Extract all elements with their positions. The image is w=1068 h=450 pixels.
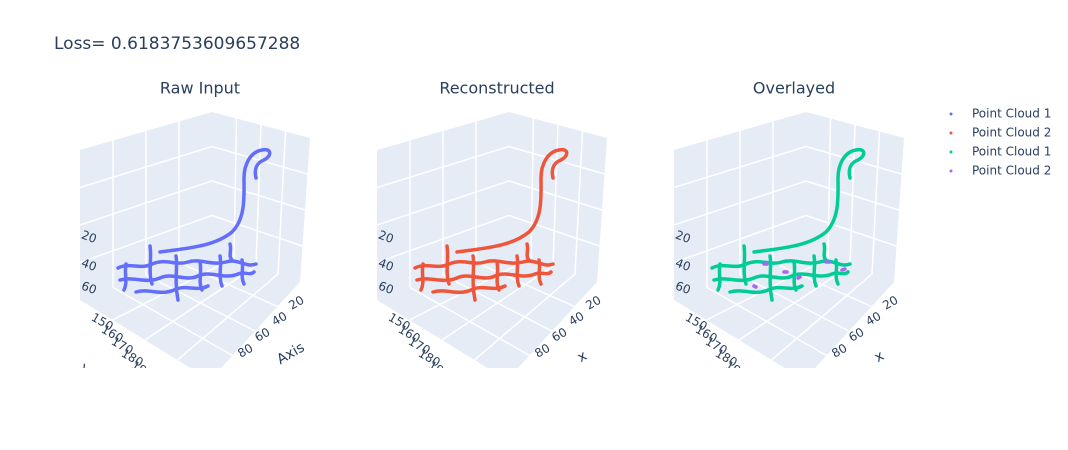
x-tick-label: 20 (880, 293, 900, 313)
point-cloud (716, 242, 828, 292)
legend-label: Point Cloud 2 (972, 164, 1051, 178)
figure-title: Loss= 0.6183753609657288 (54, 34, 300, 54)
z-tick-label: 40 (79, 256, 98, 274)
y-axis-title: Y (74, 361, 92, 380)
point-cloud (148, 244, 246, 302)
pane-grid (508, 214, 600, 247)
scene-body: 20406015016017018019020406080x (673, 112, 904, 382)
pane-grid (277, 131, 287, 275)
scene-body: 20406015016017018019020406080AxisY (74, 112, 310, 382)
x-tick-label: 60 (846, 325, 866, 345)
pane-grid (771, 273, 873, 361)
z-tick-label: 60 (673, 279, 692, 297)
pane-grid (574, 131, 584, 275)
pane-grid (805, 214, 897, 247)
pane-grid (474, 273, 576, 361)
point-cloud (445, 244, 543, 302)
scene: 20406015016017018019020406080AxisYRaw In… (74, 79, 310, 382)
pane-grid (79, 180, 213, 226)
y-tick-label: 190 (426, 358, 453, 382)
point-cloud (742, 244, 840, 302)
scene: 20406015016017018019020406080xReconstruc… (376, 79, 607, 382)
legend-label: Point Cloud 2 (972, 126, 1051, 140)
pane-grid (112, 286, 233, 357)
x-tick-label: 20 (286, 293, 306, 313)
pane-grid (211, 180, 306, 211)
x-tick-label: 20 (583, 293, 603, 313)
z-tick-label: 60 (376, 279, 395, 297)
pane-grid (79, 214, 213, 264)
point-cloud (419, 242, 531, 292)
legend-marker (949, 112, 953, 116)
y-tick-label: 190 (723, 358, 750, 382)
scene-body: 20406015016017018019020406080x (376, 112, 607, 382)
z-tick-label: 40 (673, 256, 692, 274)
point-cloud (116, 259, 258, 270)
point-cloud (134, 284, 210, 295)
y-tick-label: 190 (129, 358, 156, 382)
point-cloud (752, 260, 847, 289)
z-tick-label: 20 (79, 228, 98, 246)
subplot-title: Overlayed (753, 79, 835, 98)
z-tick-label: 60 (79, 279, 98, 297)
subplot-title: Raw Input (160, 79, 240, 98)
pane-grid (673, 214, 807, 264)
x-tick-label: 60 (549, 325, 569, 345)
pane-grid (376, 180, 510, 226)
pane-grid (871, 131, 881, 275)
x-tick-label: 80 (532, 341, 552, 361)
z-tick-label: 20 (673, 228, 692, 246)
pane-grid (177, 273, 279, 361)
legend-marker (949, 150, 953, 154)
pane-grid (706, 286, 827, 357)
scene: 20406015016017018019020406080xOverlayed (673, 79, 904, 382)
pane-grid (805, 180, 900, 211)
point-cloud (158, 147, 272, 254)
pane-grid (673, 180, 807, 226)
legend-label: Point Cloud 1 (972, 145, 1051, 159)
pane-grid (442, 274, 553, 332)
legend-marker (949, 131, 953, 135)
x-tick-label: 80 (829, 341, 849, 361)
legend-label: Point Cloud 1 (972, 107, 1051, 121)
x-tick-label: 40 (566, 309, 586, 329)
x-tick-label: 40 (269, 309, 289, 329)
pane-grid (211, 214, 303, 247)
subplot-title: Reconstructed (439, 79, 554, 98)
pane-grid (508, 180, 603, 211)
point-cloud (431, 284, 507, 295)
point-cloud (752, 147, 866, 254)
pane-grid (376, 214, 510, 264)
point-cloud (122, 242, 234, 292)
pane-grid (145, 274, 256, 332)
point-cloud (455, 147, 569, 254)
pane-grid (409, 286, 530, 357)
legend-marker (949, 169, 953, 173)
x-tick-label: 40 (863, 309, 883, 329)
x-tick-label: 80 (235, 341, 255, 361)
point-cloud (728, 284, 804, 295)
x-tick-label: 60 (252, 325, 272, 345)
point-cloud (413, 259, 555, 270)
z-tick-label: 20 (376, 228, 395, 246)
z-tick-label: 40 (376, 256, 395, 274)
pane-grid (739, 274, 850, 332)
